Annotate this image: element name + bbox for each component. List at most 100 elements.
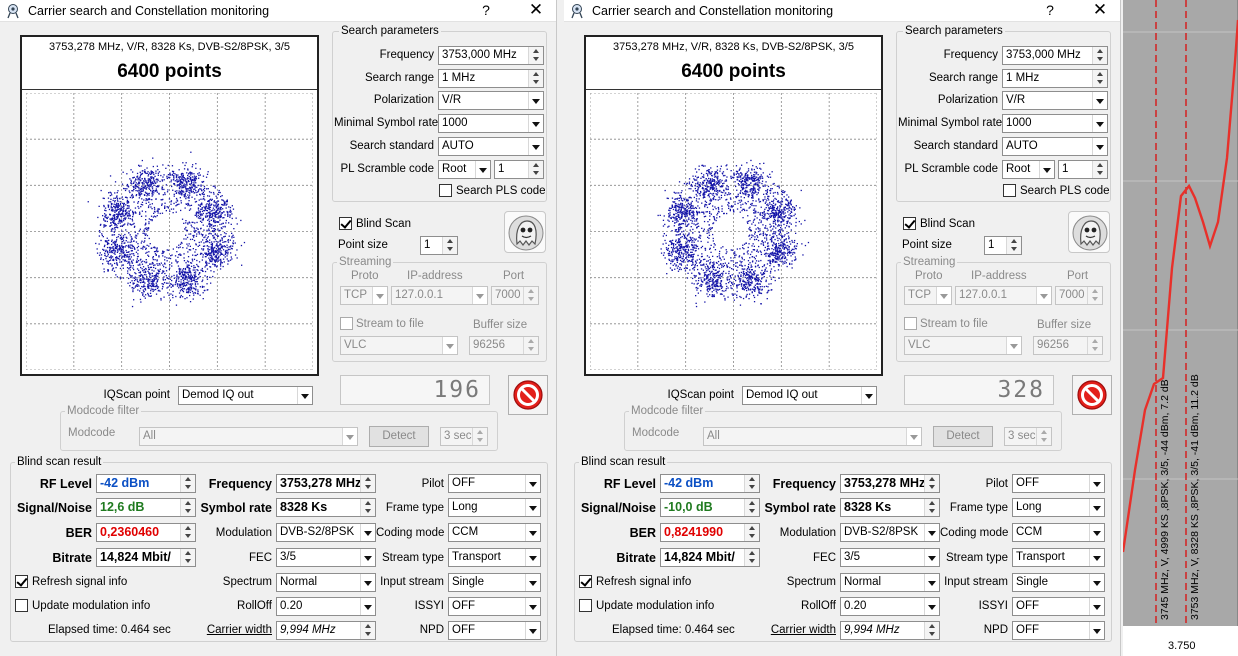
minimal-symbol-rate-select[interactable]: 1000: [1002, 114, 1108, 133]
rolloff-select[interactable]: 0.20: [840, 597, 940, 616]
help-icon[interactable]: ?: [1046, 2, 1054, 18]
dropdown-arrow-icon[interactable]: [525, 574, 540, 591]
dropdown-arrow-icon[interactable]: [528, 138, 543, 155]
dropdown-arrow-icon[interactable]: [924, 598, 939, 615]
carrier-width-link[interactable]: Carrier width: [206, 624, 272, 636]
search-standard-select[interactable]: AUTO: [438, 137, 544, 156]
spin-arrows-icon[interactable]: [744, 475, 759, 492]
spin-arrows-icon[interactable]: [180, 549, 195, 566]
dropdown-arrow-icon[interactable]: [442, 337, 457, 354]
dropdown-arrow-icon[interactable]: [525, 499, 540, 516]
stream-to-file-checkbox[interactable]: [904, 317, 917, 330]
dropdown-arrow-icon[interactable]: [342, 428, 357, 445]
modcode-interval-input[interactable]: 3 sec: [1004, 427, 1052, 446]
dropdown-arrow-icon[interactable]: [1089, 622, 1104, 639]
spectrum-select[interactable]: Normal: [840, 573, 940, 592]
modulation-select[interactable]: DVB-S2/8PSK: [276, 523, 376, 542]
fec-select[interactable]: 3/5: [276, 548, 376, 567]
close-icon[interactable]: ✕: [1092, 0, 1108, 19]
coding-mode-select[interactable]: CCM: [1012, 523, 1105, 542]
dropdown-arrow-icon[interactable]: [528, 115, 543, 132]
ip-address-select[interactable]: 127.0.0.1: [955, 286, 1052, 305]
search-pls-checkbox[interactable]: [1003, 184, 1016, 197]
dropdown-arrow-icon[interactable]: [936, 287, 951, 304]
spin-arrows-icon[interactable]: [1036, 428, 1051, 445]
spin-arrows-icon[interactable]: [744, 549, 759, 566]
issyi-select[interactable]: OFF: [448, 597, 541, 616]
frequency-input[interactable]: 3753,000 MHz: [438, 46, 544, 65]
dropdown-arrow-icon[interactable]: [1092, 92, 1107, 109]
dropdown-arrow-icon[interactable]: [472, 287, 487, 304]
spectrum-select[interactable]: Normal: [276, 573, 376, 592]
port-input[interactable]: 7000: [491, 286, 539, 305]
dropdown-arrow-icon[interactable]: [528, 92, 543, 109]
rolloff-select[interactable]: 0.20: [276, 597, 376, 616]
spin-arrows-icon[interactable]: [180, 524, 195, 541]
spin-arrows-icon[interactable]: [744, 499, 759, 516]
dropdown-arrow-icon[interactable]: [525, 524, 540, 541]
refresh-signal-info-checkbox[interactable]: [579, 575, 592, 588]
input-stream-select[interactable]: Single: [1012, 573, 1105, 592]
buffer-size-input[interactable]: 96256: [469, 336, 539, 355]
dropdown-arrow-icon[interactable]: [360, 524, 375, 541]
dropdown-arrow-icon[interactable]: [360, 598, 375, 615]
detect-button[interactable]: Detect: [369, 426, 429, 447]
help-icon[interactable]: ?: [482, 2, 490, 18]
modcode-interval-input[interactable]: 3 sec: [440, 427, 488, 446]
stream-type-select[interactable]: Transport: [448, 548, 541, 567]
update-modulation-info-checkbox[interactable]: [15, 599, 28, 612]
blind-scan-checkbox[interactable]: [339, 217, 352, 230]
dropdown-arrow-icon[interactable]: [924, 524, 939, 541]
modulation-select[interactable]: DVB-S2/8PSK: [840, 523, 940, 542]
spin-arrows-icon[interactable]: [924, 475, 939, 492]
spin-arrows-icon[interactable]: [924, 499, 939, 516]
dropdown-arrow-icon[interactable]: [861, 387, 876, 404]
minimal-symbol-rate-select[interactable]: 1000: [438, 114, 544, 133]
frame-type-select[interactable]: Long: [1012, 498, 1105, 517]
dropdown-arrow-icon[interactable]: [525, 598, 540, 615]
search-pls-checkbox[interactable]: [439, 184, 452, 197]
spin-arrows-icon[interactable]: [360, 475, 375, 492]
pls-value-input[interactable]: 1: [494, 160, 544, 179]
refresh-signal-info-checkbox[interactable]: [15, 575, 28, 588]
dropdown-arrow-icon[interactable]: [525, 622, 540, 639]
iqscan-point-select[interactable]: Demod IQ out: [742, 386, 877, 405]
carrier-width-link[interactable]: Carrier width: [770, 624, 836, 636]
dropdown-arrow-icon[interactable]: [1089, 475, 1104, 492]
search-standard-select[interactable]: AUTO: [1002, 137, 1108, 156]
frame-type-select[interactable]: Long: [448, 498, 541, 517]
point-size-input[interactable]: 1: [420, 236, 458, 255]
input-stream-select[interactable]: Single: [448, 573, 541, 592]
dropdown-arrow-icon[interactable]: [1089, 598, 1104, 615]
spin-arrows-icon[interactable]: [1092, 161, 1107, 178]
player-select[interactable]: VLC: [904, 336, 1022, 355]
npd-select[interactable]: OFF: [1012, 621, 1105, 640]
spin-arrows-icon[interactable]: [360, 499, 375, 516]
pls-mode-select[interactable]: Root: [1002, 160, 1055, 179]
spin-arrows-icon[interactable]: [528, 161, 543, 178]
dropdown-arrow-icon[interactable]: [1089, 499, 1104, 516]
coding-mode-select[interactable]: CCM: [448, 523, 541, 542]
dropdown-arrow-icon[interactable]: [1092, 115, 1107, 132]
spin-arrows-icon[interactable]: [360, 622, 375, 639]
ghost-button[interactable]: [1068, 211, 1110, 253]
spin-arrows-icon[interactable]: [523, 287, 538, 304]
update-modulation-info-checkbox[interactable]: [579, 599, 592, 612]
spin-arrows-icon[interactable]: [924, 622, 939, 639]
dropdown-arrow-icon[interactable]: [360, 549, 375, 566]
blind-scan-checkbox[interactable]: [903, 217, 916, 230]
fec-select[interactable]: 3/5: [840, 548, 940, 567]
close-icon[interactable]: ✕: [528, 0, 544, 19]
stop-button[interactable]: [508, 375, 548, 415]
dropdown-arrow-icon[interactable]: [1039, 161, 1054, 178]
spin-arrows-icon[interactable]: [442, 237, 457, 254]
pls-mode-select[interactable]: Root: [438, 160, 491, 179]
search-range-input[interactable]: 1 MHz: [438, 69, 544, 88]
dropdown-arrow-icon[interactable]: [360, 574, 375, 591]
dropdown-arrow-icon[interactable]: [1092, 138, 1107, 155]
spin-arrows-icon[interactable]: [528, 47, 543, 64]
modcode-select[interactable]: All: [703, 427, 922, 446]
spin-arrows-icon[interactable]: [472, 428, 487, 445]
spin-arrows-icon[interactable]: [523, 337, 538, 354]
stop-button[interactable]: [1072, 375, 1112, 415]
